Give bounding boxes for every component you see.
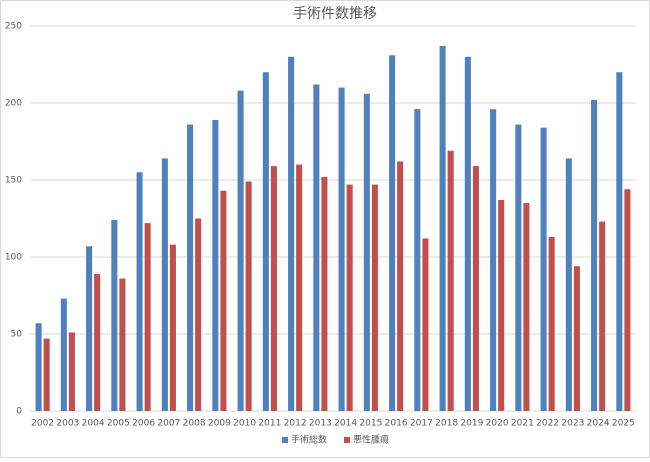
x-tick-label: 2019 xyxy=(460,419,483,429)
bar xyxy=(68,332,75,411)
bar xyxy=(363,93,370,411)
x-tick-label: 2003 xyxy=(56,419,79,429)
bar xyxy=(490,109,497,411)
bar xyxy=(288,56,295,412)
x-tick-label: 2024 xyxy=(587,419,610,429)
legend-swatch xyxy=(344,437,350,443)
bar xyxy=(591,99,598,412)
x-tick-label: 2008 xyxy=(183,419,206,429)
bar xyxy=(35,323,42,411)
y-tick-label: 200 xyxy=(5,99,22,109)
bar xyxy=(187,124,194,411)
bar xyxy=(296,164,303,411)
bar xyxy=(616,72,623,411)
bar xyxy=(144,223,151,411)
bar xyxy=(313,84,320,412)
bar xyxy=(346,184,353,411)
x-tick-label: 2006 xyxy=(132,419,155,429)
bar xyxy=(60,298,67,411)
bar xyxy=(43,338,50,411)
bar xyxy=(237,90,244,412)
bar xyxy=(439,46,446,412)
bar xyxy=(397,161,404,411)
x-tick-label: 2023 xyxy=(561,419,584,429)
x-tick-label: 2004 xyxy=(82,419,105,429)
y-tick-label: 150 xyxy=(5,176,22,186)
bar xyxy=(422,238,429,411)
bar xyxy=(523,203,530,411)
x-tick-label: 2012 xyxy=(284,419,307,429)
x-tick-label: 2018 xyxy=(435,419,458,429)
bar xyxy=(86,246,93,411)
legend-label: 悪性腫瘍 xyxy=(353,434,389,446)
bar xyxy=(94,273,101,411)
x-tick-label: 2017 xyxy=(410,419,433,429)
bar xyxy=(169,244,176,411)
y-tick-label: 0 xyxy=(16,407,22,417)
bar xyxy=(624,189,631,411)
y-tick-label: 50 xyxy=(11,330,23,340)
bar xyxy=(245,181,252,411)
chart-title: 手術件数推移 xyxy=(293,6,377,22)
bar xyxy=(498,200,505,411)
bar xyxy=(111,220,118,411)
bar xyxy=(220,190,227,411)
bar xyxy=(195,218,202,411)
bar xyxy=(472,166,479,411)
bar xyxy=(565,158,572,411)
x-tick-label: 2022 xyxy=(536,419,559,429)
x-tick-label: 2025 xyxy=(612,419,635,429)
bar xyxy=(371,184,378,411)
x-tick-label: 2014 xyxy=(334,419,357,429)
x-tick-label: 2021 xyxy=(511,419,534,429)
bar xyxy=(540,127,547,411)
legend-swatch xyxy=(282,437,288,443)
x-tick-label: 2005 xyxy=(107,419,130,429)
bar xyxy=(464,56,471,412)
bar xyxy=(515,124,522,411)
x-tick-label: 2016 xyxy=(385,419,408,429)
bar xyxy=(262,72,269,411)
bar xyxy=(338,87,345,411)
x-tick-label: 2002 xyxy=(31,419,54,429)
x-tick-label: 2020 xyxy=(486,419,509,429)
bar xyxy=(212,119,219,411)
bar xyxy=(321,176,328,411)
bar xyxy=(414,109,421,411)
bar xyxy=(389,55,396,411)
bar xyxy=(447,150,454,412)
bar xyxy=(548,236,555,411)
x-tick-label: 2010 xyxy=(233,419,256,429)
bar xyxy=(136,172,143,411)
x-tick-label: 2011 xyxy=(258,419,281,429)
bar xyxy=(270,166,277,411)
y-tick-label: 100 xyxy=(5,253,22,263)
x-tick-label: 2009 xyxy=(208,419,231,429)
bar xyxy=(599,221,606,411)
x-tick-label: 2015 xyxy=(359,419,382,429)
bar xyxy=(119,278,126,411)
x-tick-label: 2007 xyxy=(157,419,180,429)
bar xyxy=(161,158,168,411)
legend-label: 手術総数 xyxy=(291,434,327,446)
bar xyxy=(573,266,580,411)
x-tick-label: 2013 xyxy=(309,419,332,429)
y-tick-label: 250 xyxy=(5,22,22,32)
